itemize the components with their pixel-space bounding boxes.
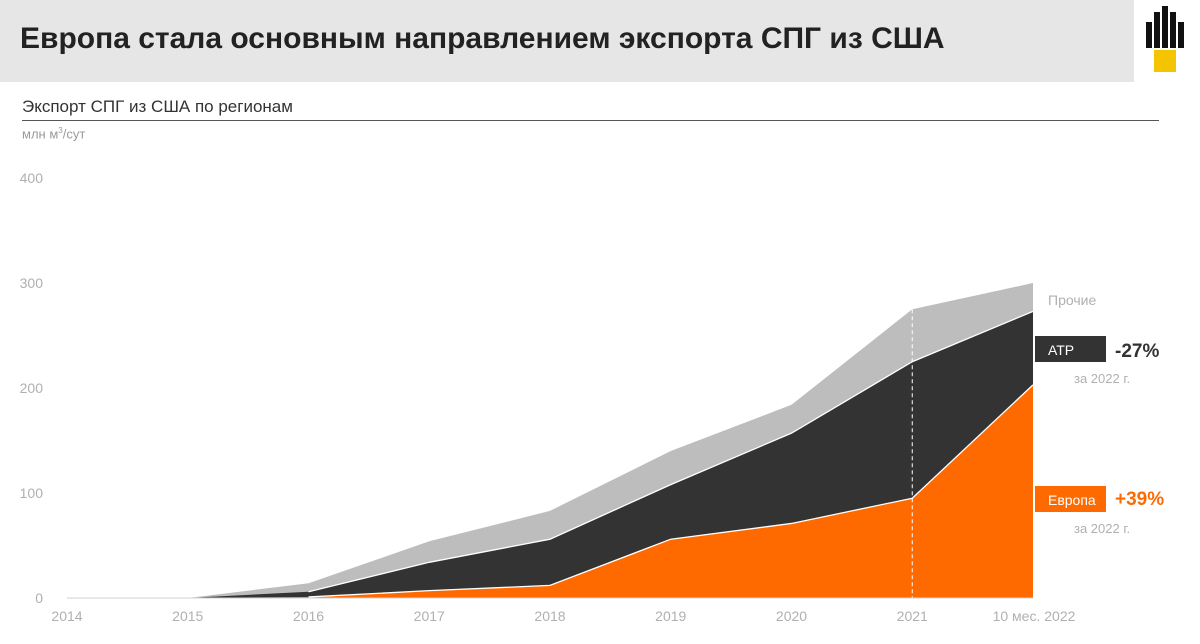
- y-tick-label: 0: [35, 590, 43, 606]
- x-tick-label: 2019: [655, 608, 686, 624]
- x-tick-label: 2020: [776, 608, 807, 624]
- legend-box-europe: [1035, 486, 1106, 512]
- change-label-atr: -27%: [1115, 341, 1159, 362]
- legend-label-europe: Европа: [1048, 492, 1096, 508]
- y-tick-label: 400: [20, 170, 44, 186]
- note-label-europe: за 2022 г.: [1074, 521, 1130, 536]
- x-tick-label: 2018: [534, 608, 565, 624]
- x-tick-label: 2016: [293, 608, 324, 624]
- y-tick-label: 200: [20, 380, 44, 396]
- page-title: Европа стала основным направлением экспо…: [20, 22, 945, 55]
- area-europe: [67, 384, 1033, 598]
- legend-box-atr: [1035, 336, 1106, 362]
- rosneft-logo-icon: [1146, 6, 1184, 72]
- x-tick-label: 2021: [897, 608, 928, 624]
- legend-label-atr: АТР: [1048, 342, 1074, 358]
- y-tick-label: 300: [20, 275, 44, 291]
- chart-title: Экспорт СПГ из США по регионам: [22, 97, 293, 116]
- logo: [1134, 0, 1200, 82]
- units-label: млн м3/сут: [22, 126, 86, 142]
- x-tick-label: 2017: [414, 608, 445, 624]
- header-band: Европа стала основным направлением экспо…: [0, 0, 1134, 82]
- y-tick-label: 100: [20, 485, 44, 501]
- change-label-europe: +39%: [1115, 489, 1164, 510]
- x-tick-label: 2015: [172, 608, 203, 624]
- x-tick-label: 10 мес. 2022: [993, 608, 1076, 624]
- note-label-atr: за 2022 г.: [1074, 371, 1130, 386]
- x-tick-label: 2014: [51, 608, 82, 624]
- legend-label-other: Прочие: [1048, 292, 1096, 308]
- title-divider: [22, 120, 1159, 121]
